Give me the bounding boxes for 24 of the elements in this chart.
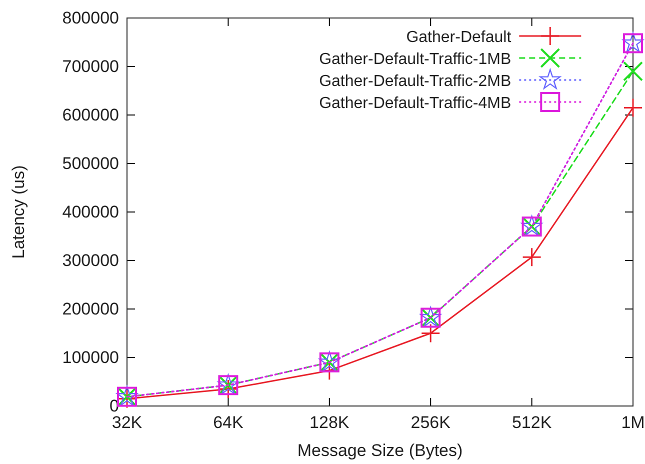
legend-label: Gather-Default-Traffic-1MB bbox=[319, 51, 512, 68]
x-tick-label: 1M bbox=[621, 413, 645, 432]
y-tick-label: 300000 bbox=[62, 250, 119, 270]
x-tick-label: 128K bbox=[310, 413, 350, 432]
point bbox=[522, 247, 542, 267]
x-tick-label: 32K bbox=[112, 413, 143, 432]
legend-label: Gather-Default-Traffic-2MB bbox=[319, 73, 512, 90]
point bbox=[420, 324, 440, 343]
x-tick-label: 64K bbox=[213, 413, 244, 432]
y-tick-label: 700000 bbox=[62, 56, 119, 76]
x-axis-title: Message Size (Bytes) bbox=[297, 441, 463, 460]
x-tick-label: 256K bbox=[410, 413, 452, 432]
legend-label: Gather-Default-Traffic-4MB bbox=[319, 95, 512, 112]
y-tick-label: 500000 bbox=[62, 154, 119, 173]
y-axis-title: Latency (us) bbox=[9, 165, 28, 259]
y-tick-label: 100000 bbox=[62, 348, 119, 367]
y-tick-label: 600000 bbox=[62, 105, 119, 124]
point bbox=[623, 61, 643, 82]
legend-label: Gather-Default bbox=[406, 29, 512, 46]
y-tick-label: 800000 bbox=[62, 8, 119, 28]
point bbox=[623, 98, 643, 118]
y-tick-label: 200000 bbox=[62, 299, 119, 318]
y-tick-label: 400000 bbox=[62, 202, 119, 222]
x-tick-label: 512K bbox=[512, 413, 552, 432]
